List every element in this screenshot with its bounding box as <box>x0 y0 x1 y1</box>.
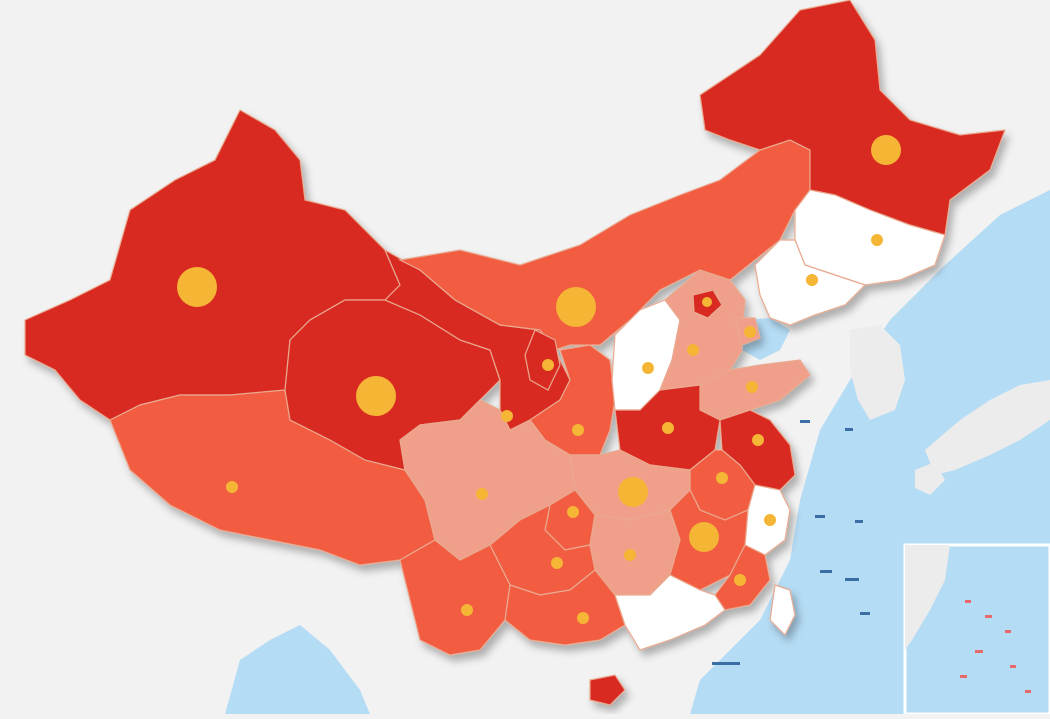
marker-jilin <box>871 234 883 246</box>
foreign-land <box>850 325 1050 495</box>
marker-hebei <box>687 344 699 356</box>
marker-jiangsu <box>752 434 764 446</box>
marker-heilongjiang <box>871 135 901 165</box>
region-yunnan <box>399 539 511 656</box>
marker-hubei <box>618 477 648 507</box>
marker-xinjiang <box>177 267 217 307</box>
japan-main <box>925 380 1050 475</box>
region-heilongjiang <box>699 0 1006 236</box>
marker-shandong <box>746 381 758 393</box>
marker-chongqing <box>567 506 579 518</box>
south-china-sea-inset <box>903 543 1050 716</box>
marker-tibet <box>226 481 238 493</box>
marker-henan <box>662 422 674 434</box>
marker-zhejiang <box>764 514 776 526</box>
marker-anhui <box>716 472 728 484</box>
marker-yunnan <box>461 604 473 616</box>
marker-sichuan <box>476 488 488 500</box>
korea-peninsula <box>850 325 905 420</box>
stray-marker <box>501 410 513 422</box>
region-ningxia <box>524 329 561 391</box>
marker-ningxia <box>542 359 554 371</box>
marker-guangxi <box>577 612 589 624</box>
inset-islands <box>960 600 1031 693</box>
region-hainan <box>589 674 626 706</box>
marker-tianjin <box>744 326 756 338</box>
marker-jiangxi <box>689 522 719 552</box>
marker-qinghai <box>356 376 396 416</box>
marker-liaoning <box>806 274 818 286</box>
bay-of-bengal <box>225 625 370 714</box>
marker-shaanxi <box>572 424 584 436</box>
inset-land <box>905 545 950 650</box>
marker-fujian <box>734 574 746 586</box>
marker-layer <box>177 135 901 624</box>
marker-inner-mongolia <box>556 287 596 327</box>
stray-marker <box>702 297 712 307</box>
region-taiwan <box>769 584 796 637</box>
marker-guizhou <box>551 557 563 569</box>
sea-island-marks <box>712 420 870 665</box>
marker-shanxi <box>642 362 654 374</box>
region-guangdong <box>614 574 726 651</box>
marker-hunan <box>624 549 636 561</box>
japan-kyushu <box>915 462 945 495</box>
